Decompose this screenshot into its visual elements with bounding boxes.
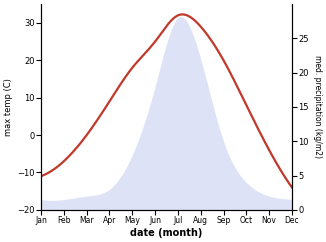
X-axis label: date (month): date (month) bbox=[130, 228, 203, 238]
Y-axis label: med. precipitation (kg/m2): med. precipitation (kg/m2) bbox=[313, 55, 322, 159]
Y-axis label: max temp (C): max temp (C) bbox=[4, 78, 13, 136]
